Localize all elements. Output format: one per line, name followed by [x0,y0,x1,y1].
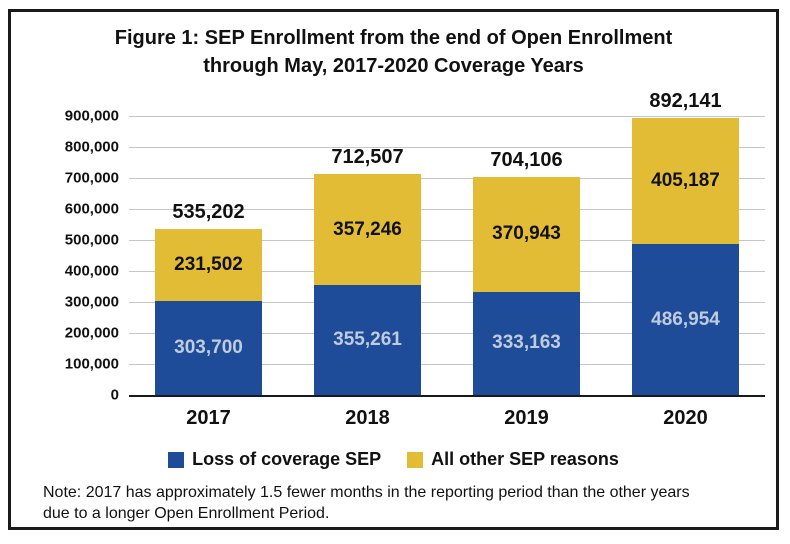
legend-swatch-gold-icon [407,451,424,468]
total-label-2018: 712,507 [331,146,404,169]
bar-segment-all-other-2018: 357,246 [314,174,421,285]
x-axis-label-2017: 2017 [186,407,231,429]
bar-segment-loss-of-coverage-2019: 333,163 [473,291,580,395]
figure-title: Figure 1: SEP Enrollment from the end of… [11,24,776,80]
total-label-2020: 892,141 [649,90,722,113]
y-axis-tick-label: 100,000 [64,355,119,373]
legend-label-all-other-reasons: All other SEP reasons [431,449,619,469]
bar-segment-loss-of-coverage-2020: 486,954 [632,244,739,395]
plot-area: 0 100,000 200,000 300,000 400,000 500,000 600,… [65,90,765,429]
figure-title-line1: Figure 1: SEP Enrollment from the end of… [114,27,673,49]
y-axis-tick-label: 600,000 [64,200,119,218]
legend-item-all-other-reasons: All other SEP reasons [407,449,619,470]
gridline [129,302,765,303]
y-axis-tick-label: 0 [110,386,119,404]
y-axis-tick-label: 200,000 [64,324,119,342]
total-label-2019: 704,106 [490,148,563,171]
gridline [129,240,765,241]
gridline [129,333,765,334]
gridline [129,116,765,117]
y-axis-tick-label: 300,000 [64,293,119,311]
bar-segment-loss-of-coverage-2017: 303,700 [155,300,262,395]
legend-swatch-blue-icon [168,451,185,468]
figure-frame: Figure 1: SEP Enrollment from the end of… [8,9,779,530]
gridline [129,209,765,210]
legend-label-loss-of-coverage: Loss of coverage SEP [192,449,382,469]
gridline [129,364,765,365]
gridline [129,271,765,272]
y-axis-tick-label: 700,000 [64,169,119,187]
bar-2018: 357,246 355,261 [314,174,421,395]
y-axis-tick-label: 400,000 [64,262,119,280]
x-axis-label-2019: 2019 [504,407,549,429]
y-axis-tick-label: 900,000 [64,107,119,125]
x-axis-label-2020: 2020 [663,407,708,429]
bar-segment-all-other-2019: 370,943 [473,176,580,292]
bar-segment-all-other-2020: 405,187 [632,118,739,245]
figure-title-line2: through May, 2017-2020 Coverage Years [203,55,584,77]
bar-segment-all-other-2017: 231,502 [155,229,262,301]
y-axis-tick-label: 500,000 [64,231,119,249]
bar-2017: 231,502 303,700 [155,229,262,395]
y-axis-tick-label: 800,000 [64,138,119,156]
bar-2020: 405,187 486,954 [632,118,739,395]
gridline [129,178,765,179]
legend-item-loss-of-coverage: Loss of coverage SEP [168,449,381,470]
footnote: Note: 2017 has approximately 1.5 fewer m… [43,484,690,522]
chart-legend: Loss of coverage SEP All other SEP reaso… [11,449,776,470]
total-label-2017: 535,202 [172,201,245,224]
gridline [129,147,765,148]
bar-segment-loss-of-coverage-2018: 355,261 [314,284,421,395]
x-axis-label-2018: 2018 [345,407,390,429]
bar-2019: 370,943 333,163 [473,176,580,395]
